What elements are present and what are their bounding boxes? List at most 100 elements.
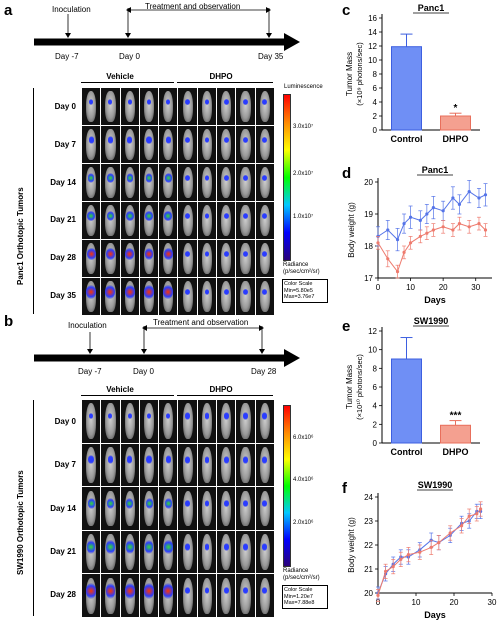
mouse-image [255, 88, 274, 125]
mouse-image [82, 88, 101, 125]
cbar-a-scale-1: Color Scale [284, 281, 313, 287]
mouse-image [82, 400, 101, 443]
data-point [457, 222, 462, 226]
group-b-vehicle: Vehicle [106, 385, 134, 394]
data-point [402, 222, 406, 226]
mouse-image [139, 240, 159, 277]
mouse-image [82, 487, 101, 530]
bar [391, 358, 422, 444]
data-point [441, 209, 445, 213]
data-point [475, 512, 479, 516]
mouse-image [217, 487, 236, 530]
chart-e: SW1990 0 2 4 6 8 10 12 Tumor Mass (×10¹⁰ photons/… [345, 316, 480, 457]
cbar-a-scale-2: Min=5.80e5 [284, 287, 313, 294]
mouse-image [197, 530, 217, 574]
timeline-b-inoculation: Inoculation [68, 321, 107, 330]
mouse-image [255, 240, 274, 277]
panel-label-a: a [4, 2, 13, 19]
group-a-dhpo: DHPO [209, 72, 233, 81]
timeline-b-tick-3: Day 28 [251, 367, 277, 376]
data-point [477, 196, 481, 200]
panel-label-d: d [342, 165, 352, 182]
group-b-dhpo: DHPO [209, 385, 233, 394]
x-tick-label: 30 [488, 598, 497, 607]
y-tick-label: 6 [373, 383, 378, 392]
group-a-vehicle: Vehicle [106, 72, 134, 81]
day-label: Day 21 [50, 546, 76, 556]
x-tick-label: 0 [376, 283, 381, 292]
x-tick-label: 10 [406, 283, 415, 292]
mouse-image [120, 240, 139, 277]
mouse-image [120, 530, 139, 574]
data-point [406, 553, 410, 557]
data-point [408, 215, 413, 219]
mouse-image [197, 164, 217, 201]
mouse-image [82, 278, 101, 315]
y-tick-label: 0 [373, 126, 378, 135]
mouse-image [236, 574, 255, 617]
panel-a-imaging-grid [82, 88, 274, 315]
x-tick-label: 0 [376, 598, 381, 607]
mouse-image [255, 278, 274, 315]
mouse-image [197, 88, 217, 125]
y-tick-label: 2 [373, 112, 378, 121]
x-tick-label: 20 [450, 598, 459, 607]
data-point [457, 202, 462, 206]
mouse-image [159, 126, 178, 163]
y-tick-label: 4 [373, 402, 378, 411]
cbar-a-tick-1: 3.0x10⁷ [293, 124, 314, 130]
category-label: Control [391, 447, 423, 457]
y-tick-label: 14 [368, 28, 377, 37]
mouse-image [120, 487, 139, 530]
mouse-image [82, 443, 101, 487]
mouse-image [255, 530, 274, 574]
mouse-image [197, 126, 217, 163]
y-tick-label: 20 [364, 178, 373, 187]
mouse-image [255, 443, 274, 487]
panel-b-side-label: SW1990 Orthotopic Tumors [16, 470, 25, 575]
mouse-image [236, 278, 255, 315]
cbar-b-scale-1: Color Scale [284, 587, 313, 593]
mouse-image [82, 202, 101, 239]
timeline-a [34, 7, 300, 51]
mouse-image [217, 126, 236, 163]
data-point [418, 550, 422, 554]
y-tick-label: 2 [373, 420, 378, 429]
mouse-image [217, 443, 236, 487]
mouse-image [101, 88, 120, 125]
timeline-a-tick-2: Day 0 [119, 52, 140, 61]
y-tick-label: 24 [364, 493, 373, 502]
data-point [395, 238, 400, 242]
data-point [386, 257, 390, 261]
mouse-image [217, 574, 236, 617]
chart-title: SW1990 [414, 316, 449, 326]
mouse-image [82, 240, 101, 277]
y-axis-label-2: (×10¹⁰ photons/sec) [355, 354, 364, 420]
data-point [386, 228, 390, 232]
y-axis-label-2: (×10⁹ photons/sec) [355, 42, 364, 106]
mouse-image [217, 530, 236, 574]
mouse-image [101, 487, 120, 530]
y-tick-label: 16 [368, 14, 377, 23]
mouse-image [82, 164, 101, 201]
mouse-image [159, 487, 178, 530]
mouse-image [159, 88, 178, 125]
mouse-image [178, 443, 197, 487]
day-label: Day 28 [50, 590, 76, 600]
x-axis-label: Days [424, 295, 446, 305]
mouse-image [197, 240, 217, 277]
mouse-image [159, 530, 178, 574]
timeline-a-tick-1: Day -7 [55, 52, 79, 61]
panel-label-b: b [4, 313, 14, 330]
y-tick-label: 18 [364, 242, 373, 251]
series-line [377, 223, 486, 273]
mouse-image [197, 202, 217, 239]
data-point [460, 524, 464, 528]
y-axis-label: Body weight (g) [347, 202, 356, 258]
mouse-image [178, 530, 197, 574]
mouse-image [101, 574, 120, 617]
mouse-image [101, 126, 120, 163]
cbar-a-scale-3: Max=3.76e7 [284, 294, 315, 300]
mouse-image [139, 443, 159, 487]
timeline-a-inoculation: Inoculation [52, 5, 91, 14]
